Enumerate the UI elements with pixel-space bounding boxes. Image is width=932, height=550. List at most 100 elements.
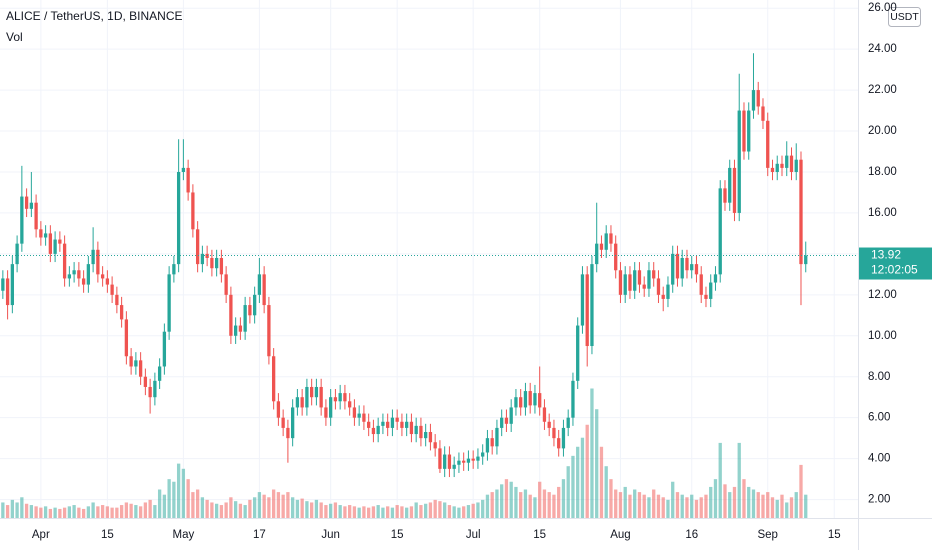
volume-bar: [5, 505, 10, 518]
volume-bar: [262, 494, 266, 518]
candle-body: [523, 391, 528, 408]
candle-body: [737, 110, 741, 213]
candle-body: [675, 253, 680, 279]
candle-body: [77, 270, 81, 279]
volume-bar: [39, 507, 43, 518]
volume-bar: [143, 502, 148, 518]
candle-body: [67, 274, 72, 279]
volume-bar: [542, 489, 547, 518]
candle-body: [452, 464, 456, 469]
volume-bar: [367, 507, 371, 518]
volume-bar: [343, 506, 347, 518]
volume-bar: [191, 492, 195, 518]
volume-bar: [167, 479, 171, 518]
candle-body: [214, 257, 219, 269]
volume-bar: [110, 507, 114, 518]
candle-body: [329, 397, 333, 418]
currency-label[interactable]: USDT: [890, 11, 919, 23]
x-tick-label: Apr: [32, 529, 50, 541]
volume-bar: [647, 497, 651, 518]
candle-body: [200, 253, 205, 265]
candle-body: [91, 249, 95, 265]
x-tick-label: 15: [101, 529, 114, 541]
candle-body: [485, 438, 490, 453]
volume-bar: [153, 505, 157, 518]
candle-body: [191, 192, 195, 230]
volume-bar: [614, 489, 618, 518]
candle-body: [462, 460, 466, 463]
candle-body: [219, 257, 224, 275]
candle-body: [547, 421, 551, 428]
candle-body: [271, 356, 276, 402]
volume-bar: [799, 464, 803, 518]
bar-countdown: 12:02:05: [871, 263, 918, 277]
candle-body: [348, 401, 352, 408]
candle-body: [476, 456, 480, 461]
volume-bar: [338, 505, 342, 518]
volume-bar: [124, 502, 129, 518]
candle-body: [671, 253, 675, 285]
volume-bar: [333, 502, 338, 518]
candle-body: [504, 417, 509, 424]
y-tick-label: 12.00: [868, 289, 897, 301]
volume-bar: [276, 492, 281, 518]
candle-body: [623, 274, 627, 295]
candle-body: [447, 454, 452, 469]
candle-body: [390, 417, 395, 428]
volume-bar: [737, 442, 741, 518]
candle-body: [609, 233, 613, 244]
volume-bar: [704, 494, 708, 518]
candle-body: [96, 249, 100, 275]
candle-body: [405, 421, 409, 428]
volume-bar: [224, 502, 228, 518]
volume-bar: [281, 494, 285, 518]
candle-body: [229, 294, 233, 336]
volume-bar: [257, 492, 262, 518]
candle-body: [153, 380, 157, 398]
volume-bar: [352, 506, 357, 518]
volume-bar: [547, 492, 551, 518]
volume-bar: [756, 492, 760, 518]
candle-body: [747, 110, 751, 152]
volume-bar: [214, 503, 219, 518]
volume-bar: [58, 508, 62, 518]
x-tick-label: Jun: [321, 529, 340, 541]
candle-body: [637, 270, 642, 285]
candle-body: [661, 294, 665, 299]
volume-bar: [599, 446, 604, 518]
candle-body: [72, 270, 76, 275]
volume-indicator-label[interactable]: Vol: [6, 30, 23, 44]
volume-bar: [405, 507, 409, 518]
candle-body: [766, 120, 770, 168]
candle-body: [148, 386, 152, 398]
candle-body: [614, 243, 618, 271]
volume-bar: [200, 497, 205, 518]
candle-body: [210, 257, 214, 269]
y-tick-label: 18.00: [868, 166, 897, 178]
candle-body: [181, 167, 186, 172]
plot-area: [0, 0, 858, 518]
candle-body: [718, 188, 722, 275]
volume-bar: [10, 499, 15, 518]
y-tick-label: 6.00: [868, 412, 890, 424]
volume-bar: [685, 497, 689, 518]
volume-bar: [770, 497, 775, 518]
volume-bar: [329, 503, 333, 518]
currency-badge[interactable]: [888, 7, 921, 27]
candle-body: [761, 106, 765, 121]
volume-bar: [186, 479, 190, 518]
candle-body: [428, 432, 433, 443]
candle-body: [571, 380, 575, 418]
candle-body: [694, 264, 699, 275]
y-tick-label: 8.00: [868, 371, 890, 383]
volume-bar: [81, 508, 86, 518]
volume-bar: [561, 479, 566, 518]
volume-bar: [476, 502, 480, 518]
candle-body: [652, 270, 656, 279]
volume-bar: [509, 481, 513, 518]
volume-bar: [490, 492, 494, 518]
candle-body: [424, 432, 428, 439]
candle-body: [305, 386, 309, 408]
volume-bar: [538, 481, 542, 518]
volume-bar: [595, 409, 599, 518]
